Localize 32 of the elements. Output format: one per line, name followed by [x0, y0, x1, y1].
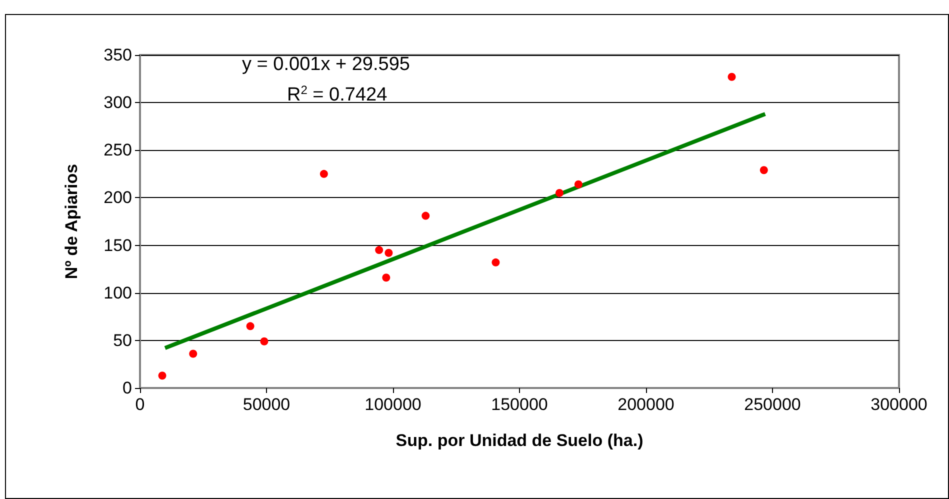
y-tick-label: 0 [122, 378, 132, 398]
x-tick-label: 100000 [364, 395, 422, 414]
x-tick-label: 50000 [242, 395, 290, 414]
point [382, 274, 390, 282]
y-tick-label: 250 [104, 140, 132, 160]
point [574, 180, 582, 188]
y-tick-label: 100 [104, 283, 132, 302]
point [189, 350, 198, 358]
annotation: y = 0.001x + 29.595 [242, 54, 410, 75]
point [760, 166, 768, 174]
point [422, 212, 430, 220]
y-axis-title: Nº de Apiarios [62, 164, 81, 280]
y-tick-label: 300 [104, 93, 132, 112]
x-tick-label: 0 [135, 395, 145, 414]
point [492, 258, 500, 266]
x-tick-label: 250000 [744, 395, 801, 414]
point [384, 248, 393, 257]
y-tick-label: 350 [104, 46, 132, 64]
point [320, 170, 328, 178]
y-tick-label: 200 [104, 188, 132, 208]
point [158, 372, 166, 380]
x-tick-label: 150000 [491, 395, 548, 414]
x-tick-label: 300000 [870, 395, 928, 414]
y-tick-label: 150 [104, 236, 132, 255]
point [375, 246, 384, 254]
x-tick-label: 200000 [618, 395, 674, 414]
y-tick-label: 50 [113, 330, 132, 350]
x-axis-title: Sup. por Unidad de Suelo (ha.) [396, 431, 644, 450]
point [260, 337, 268, 346]
point [728, 72, 736, 81]
point [246, 322, 254, 330]
point [555, 188, 564, 197]
